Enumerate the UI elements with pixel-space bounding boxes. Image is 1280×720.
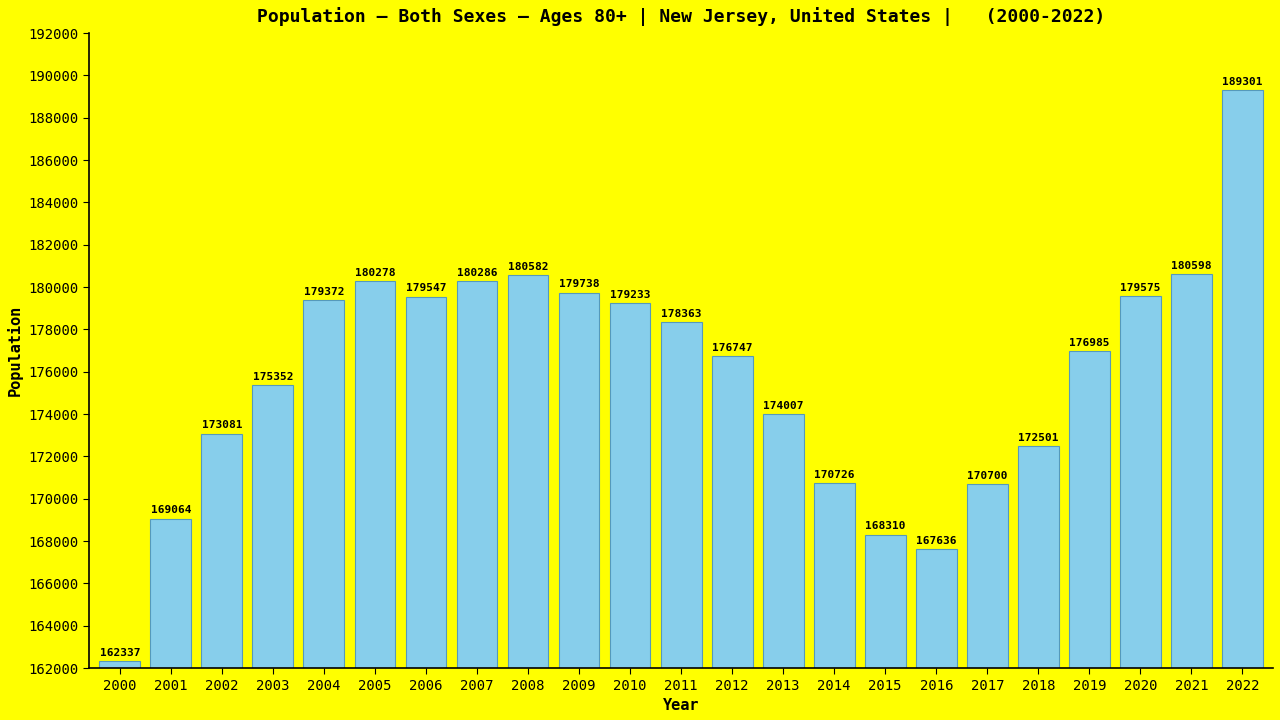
- Bar: [457, 281, 498, 720]
- Text: 173081: 173081: [201, 420, 242, 431]
- Text: 179372: 179372: [303, 287, 344, 297]
- Text: 162337: 162337: [100, 648, 140, 658]
- Text: 180598: 180598: [1171, 261, 1212, 271]
- Bar: [201, 433, 242, 720]
- Text: 170726: 170726: [814, 470, 855, 480]
- Text: 175352: 175352: [252, 372, 293, 382]
- Text: 179233: 179233: [609, 290, 650, 300]
- Bar: [1171, 274, 1212, 720]
- Bar: [660, 322, 701, 720]
- Text: 172501: 172501: [1018, 433, 1059, 443]
- Bar: [1120, 296, 1161, 720]
- X-axis label: Year: Year: [663, 698, 699, 713]
- Bar: [151, 518, 191, 720]
- Bar: [814, 483, 855, 720]
- Bar: [558, 292, 599, 720]
- Bar: [1018, 446, 1059, 720]
- Bar: [355, 282, 396, 720]
- Bar: [763, 414, 804, 720]
- Bar: [865, 534, 906, 720]
- Text: 179575: 179575: [1120, 283, 1161, 293]
- Text: 167636: 167636: [916, 536, 956, 546]
- Text: 168310: 168310: [865, 521, 905, 531]
- Text: 169064: 169064: [151, 505, 191, 516]
- Bar: [100, 661, 141, 720]
- Bar: [712, 356, 753, 720]
- Text: 180278: 180278: [355, 268, 396, 278]
- Text: 176747: 176747: [712, 343, 753, 353]
- Text: 176985: 176985: [1069, 338, 1110, 348]
- Bar: [508, 275, 548, 720]
- Text: 179738: 179738: [559, 279, 599, 289]
- Bar: [406, 297, 447, 720]
- Text: 174007: 174007: [763, 401, 804, 410]
- Title: Population – Both Sexes – Ages 80+ | New Jersey, United States |   (2000-2022): Population – Both Sexes – Ages 80+ | New…: [257, 7, 1105, 26]
- Text: 170700: 170700: [966, 471, 1007, 481]
- Bar: [1222, 90, 1263, 720]
- Text: 180582: 180582: [508, 261, 548, 271]
- Bar: [966, 484, 1007, 720]
- Bar: [252, 385, 293, 720]
- Text: 189301: 189301: [1222, 77, 1262, 87]
- Bar: [916, 549, 956, 720]
- Bar: [1069, 351, 1110, 720]
- Bar: [303, 300, 344, 720]
- Text: 178363: 178363: [660, 309, 701, 318]
- Text: 180286: 180286: [457, 268, 497, 278]
- Y-axis label: Population: Population: [6, 305, 23, 396]
- Bar: [609, 303, 650, 720]
- Text: 179547: 179547: [406, 284, 447, 294]
